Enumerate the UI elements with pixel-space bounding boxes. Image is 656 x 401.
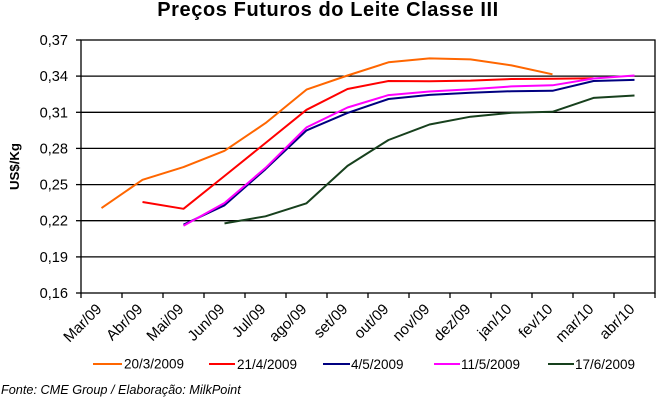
svg-text:4/5/2009: 4/5/2009 (351, 357, 404, 372)
svg-text:0,16: 0,16 (40, 286, 68, 302)
svg-text:11/5/2009: 11/5/2009 (461, 357, 520, 372)
svg-text:20/3/2009: 20/3/2009 (124, 357, 184, 372)
svg-text:0,37: 0,37 (40, 33, 68, 49)
svg-text:0,25: 0,25 (40, 178, 68, 194)
svg-text:21/4/2009: 21/4/2009 (237, 357, 297, 372)
svg-text:US$/Kg: US$/Kg (7, 143, 22, 190)
svg-text:0,28: 0,28 (40, 141, 68, 157)
svg-text:0,34: 0,34 (40, 69, 68, 85)
svg-text:17/6/2009: 17/6/2009 (575, 357, 635, 372)
svg-text:0,22: 0,22 (40, 214, 68, 230)
svg-text:0,31: 0,31 (40, 105, 68, 121)
svg-text:Preços Futuros do Leite Classe: Preços Futuros do Leite Classe III (157, 0, 499, 21)
svg-text:0,19: 0,19 (40, 250, 68, 266)
svg-text:Fonte: CME Group / Elaboração:: Fonte: CME Group / Elaboração: MilkPoint (1, 383, 241, 397)
